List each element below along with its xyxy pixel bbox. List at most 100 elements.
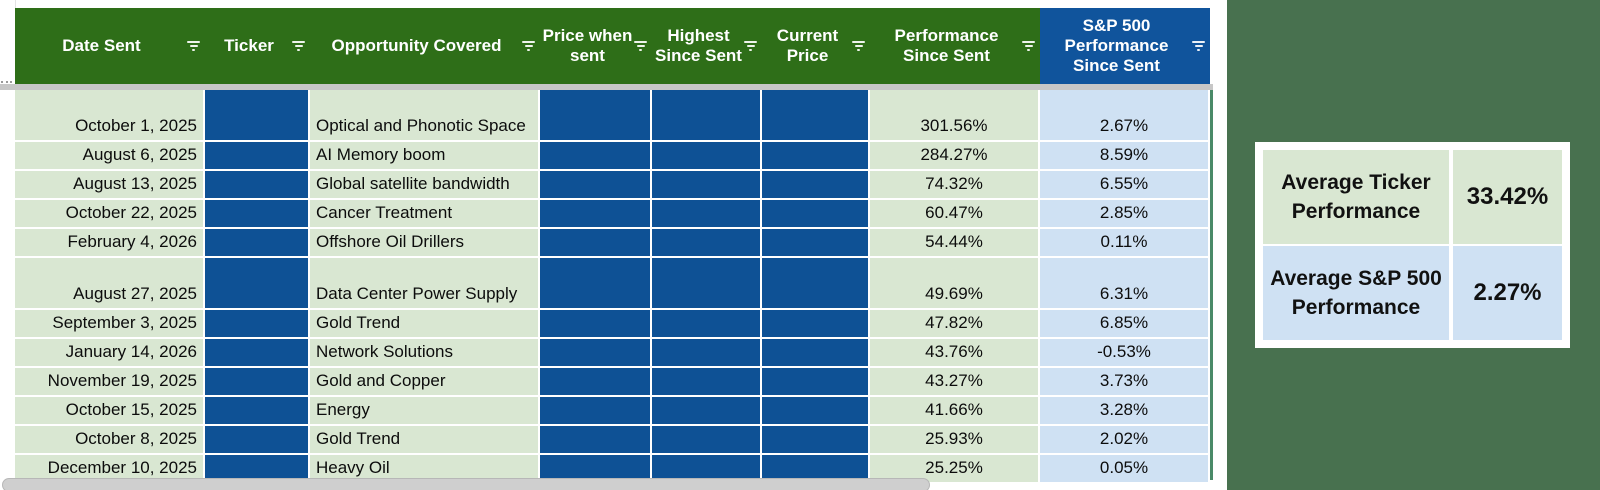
- cell-performance[interactable]: 49.69%: [870, 258, 1040, 310]
- cell-current[interactable]: [762, 229, 870, 258]
- column-header-date[interactable]: Date Sent: [15, 8, 205, 84]
- cell-price_sent[interactable]: [540, 426, 652, 455]
- cell-sp500[interactable]: -0.53%: [1040, 339, 1210, 368]
- cell-opportunity[interactable]: Optical and Phonotic Space: [310, 90, 540, 142]
- cell-performance[interactable]: 301.56%: [870, 90, 1040, 142]
- cell-sp500[interactable]: 8.59%: [1040, 142, 1210, 171]
- cell-date[interactable]: August 27, 2025: [15, 258, 205, 310]
- cell-ticker[interactable]: [205, 171, 310, 200]
- filter-icon[interactable]: [1191, 41, 1206, 51]
- cell-ticker[interactable]: [205, 339, 310, 368]
- column-header-opportunity[interactable]: Opportunity Covered: [310, 8, 540, 84]
- cell-sp500[interactable]: 2.85%: [1040, 200, 1210, 229]
- cell-current[interactable]: [762, 171, 870, 200]
- cell-current[interactable]: [762, 258, 870, 310]
- cell-current[interactable]: [762, 200, 870, 229]
- cell-sp500[interactable]: 3.28%: [1040, 397, 1210, 426]
- cell-date[interactable]: September 3, 2025: [15, 310, 205, 339]
- cell-performance[interactable]: 41.66%: [870, 397, 1040, 426]
- cell-price_sent[interactable]: [540, 200, 652, 229]
- cell-performance[interactable]: 74.32%: [870, 171, 1040, 200]
- cell-ticker[interactable]: [205, 397, 310, 426]
- cell-price_sent[interactable]: [540, 142, 652, 171]
- cell-date[interactable]: January 14, 2026: [15, 339, 205, 368]
- cell-highest[interactable]: [652, 171, 762, 200]
- cell-ticker[interactable]: [205, 426, 310, 455]
- cell-date[interactable]: November 19, 2025: [15, 368, 205, 397]
- cell-sp500[interactable]: 2.67%: [1040, 90, 1210, 142]
- cell-current[interactable]: [762, 90, 870, 142]
- cell-highest[interactable]: [652, 310, 762, 339]
- cell-current[interactable]: [762, 397, 870, 426]
- cell-date[interactable]: October 8, 2025: [15, 426, 205, 455]
- cell-performance[interactable]: 47.82%: [870, 310, 1040, 339]
- cell-current[interactable]: [762, 142, 870, 171]
- column-header-current[interactable]: Current Price: [762, 8, 870, 84]
- cell-sp500[interactable]: 6.55%: [1040, 171, 1210, 200]
- cell-opportunity[interactable]: Gold Trend: [310, 426, 540, 455]
- cell-date[interactable]: October 15, 2025: [15, 397, 205, 426]
- cell-sp500[interactable]: 6.31%: [1040, 258, 1210, 310]
- cell-performance[interactable]: 43.27%: [870, 368, 1040, 397]
- cell-opportunity[interactable]: Data Center Power Supply: [310, 258, 540, 310]
- cell-sp500[interactable]: 3.73%: [1040, 368, 1210, 397]
- cell-date[interactable]: August 13, 2025: [15, 171, 205, 200]
- cell-opportunity[interactable]: Global satellite bandwidth: [310, 171, 540, 200]
- filter-icon[interactable]: [186, 41, 201, 51]
- cell-highest[interactable]: [652, 397, 762, 426]
- cell-ticker[interactable]: [205, 142, 310, 171]
- cell-current[interactable]: [762, 368, 870, 397]
- cell-opportunity[interactable]: Network Solutions: [310, 339, 540, 368]
- cell-price_sent[interactable]: [540, 397, 652, 426]
- cell-performance[interactable]: 25.93%: [870, 426, 1040, 455]
- cell-date[interactable]: February 4, 2026: [15, 229, 205, 258]
- cell-performance[interactable]: 60.47%: [870, 200, 1040, 229]
- column-header-ticker[interactable]: Ticker: [205, 8, 310, 84]
- cell-performance[interactable]: 284.27%: [870, 142, 1040, 171]
- cell-current[interactable]: [762, 426, 870, 455]
- cell-highest[interactable]: [652, 368, 762, 397]
- cell-opportunity[interactable]: Gold Trend: [310, 310, 540, 339]
- filter-icon[interactable]: [291, 41, 306, 51]
- cell-price_sent[interactable]: [540, 229, 652, 258]
- cell-price_sent[interactable]: [540, 258, 652, 310]
- cell-current[interactable]: [762, 339, 870, 368]
- cell-highest[interactable]: [652, 142, 762, 171]
- cell-ticker[interactable]: [205, 229, 310, 258]
- cell-highest[interactable]: [652, 339, 762, 368]
- column-header-sp500[interactable]: S&P 500 Performance Since Sent: [1040, 8, 1210, 84]
- horizontal-scrollbar-thumb[interactable]: [2, 478, 930, 490]
- cell-opportunity[interactable]: Cancer Treatment: [310, 200, 540, 229]
- cell-price_sent[interactable]: [540, 310, 652, 339]
- cell-highest[interactable]: [652, 258, 762, 310]
- cell-ticker[interactable]: [205, 200, 310, 229]
- cell-ticker[interactable]: [205, 368, 310, 397]
- filter-icon[interactable]: [851, 41, 866, 51]
- cell-date[interactable]: August 6, 2025: [15, 142, 205, 171]
- cell-performance[interactable]: 43.76%: [870, 339, 1040, 368]
- cell-highest[interactable]: [652, 90, 762, 142]
- cell-ticker[interactable]: [205, 310, 310, 339]
- cell-current[interactable]: [762, 310, 870, 339]
- cell-ticker[interactable]: [205, 258, 310, 310]
- cell-highest[interactable]: [652, 426, 762, 455]
- cell-opportunity[interactable]: Offshore Oil Drillers: [310, 229, 540, 258]
- cell-price_sent[interactable]: [540, 339, 652, 368]
- cell-opportunity[interactable]: AI Memory boom: [310, 142, 540, 171]
- cell-sp500[interactable]: 0.05%: [1040, 455, 1210, 484]
- cell-date[interactable]: October 1, 2025: [15, 90, 205, 142]
- filter-icon[interactable]: [521, 41, 536, 51]
- cell-price_sent[interactable]: [540, 90, 652, 142]
- filter-icon[interactable]: [1021, 41, 1036, 51]
- cell-opportunity[interactable]: Gold and Copper: [310, 368, 540, 397]
- cell-opportunity[interactable]: Energy: [310, 397, 540, 426]
- cell-price_sent[interactable]: [540, 368, 652, 397]
- cell-performance[interactable]: 54.44%: [870, 229, 1040, 258]
- cell-price_sent[interactable]: [540, 171, 652, 200]
- cell-sp500[interactable]: 2.02%: [1040, 426, 1210, 455]
- column-header-highest[interactable]: Highest Since Sent: [652, 8, 762, 84]
- column-header-performance[interactable]: Performance Since Sent: [870, 8, 1040, 84]
- cell-sp500[interactable]: 6.85%: [1040, 310, 1210, 339]
- cell-date[interactable]: October 22, 2025: [15, 200, 205, 229]
- filter-icon[interactable]: [743, 41, 758, 51]
